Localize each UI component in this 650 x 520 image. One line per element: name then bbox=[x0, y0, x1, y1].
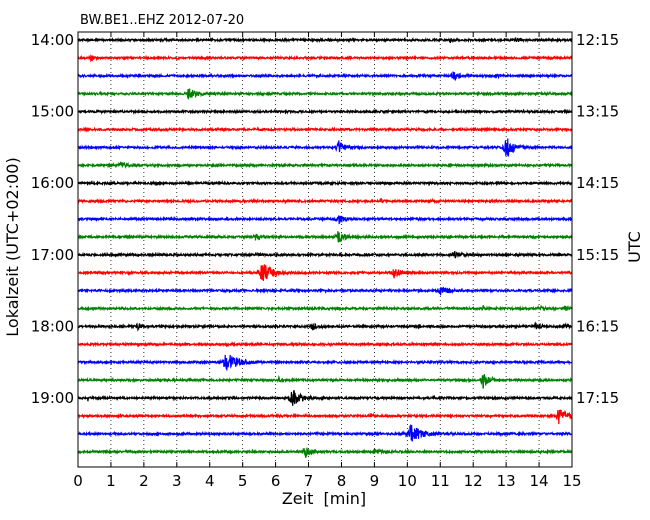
seismogram-trace bbox=[77, 138, 573, 157]
y-tick-label-right: 15:15 bbox=[576, 246, 619, 264]
y-tick-label-right: 14:15 bbox=[576, 174, 619, 192]
seismogram-trace bbox=[77, 88, 573, 100]
seismogram-trace bbox=[77, 179, 573, 187]
x-axis-label: Zeit [min] bbox=[282, 489, 366, 508]
seismogram-trace bbox=[77, 71, 573, 82]
y-tick-label-left: 18:00 bbox=[31, 317, 74, 335]
y-axis-right-ticks: 12:15 13:15 14:15 15:15 16:15 17:15 bbox=[567, 31, 619, 407]
x-tick-label: 12 bbox=[464, 472, 483, 490]
y-tick-label-left: 15:00 bbox=[31, 103, 74, 121]
seismogram-trace bbox=[77, 126, 573, 133]
y-tick-label-right: 16:15 bbox=[576, 317, 619, 335]
seismogram-trace bbox=[77, 250, 573, 259]
seismogram-trace bbox=[77, 161, 573, 169]
plot-frame bbox=[77, 31, 573, 468]
x-tick-label: 7 bbox=[304, 472, 314, 490]
x-tick-label: 1 bbox=[106, 472, 116, 490]
y-tick-label-right: 17:15 bbox=[576, 389, 619, 407]
x-tick-label: 13 bbox=[497, 472, 516, 490]
seismogram-trace bbox=[77, 197, 573, 205]
seismogram-trace bbox=[77, 264, 573, 282]
x-tick-label: 2 bbox=[139, 472, 149, 490]
y-axis-label-right: UTC bbox=[625, 231, 644, 263]
x-tick-label: 10 bbox=[398, 472, 417, 490]
axes-frame bbox=[77, 31, 573, 468]
seismogram-trace bbox=[77, 374, 573, 389]
seismogram-trace bbox=[77, 36, 573, 44]
seismogram-trace bbox=[77, 286, 573, 296]
x-tick-label: 8 bbox=[337, 472, 347, 490]
x-tick-label: 0 bbox=[73, 472, 83, 490]
seismogram-trace bbox=[77, 304, 573, 312]
x-axis-ticks: 0 1 2 3 4 5 6 7 8 9 10 11 12 13 14 15 bbox=[73, 32, 582, 490]
seismogram-trace bbox=[77, 53, 573, 63]
x-tick-label: 6 bbox=[271, 472, 281, 490]
x-tick-label: 11 bbox=[431, 472, 450, 490]
seismogram-trace bbox=[77, 231, 573, 243]
y-axis-left-ticks: 14:00 15:00 16:00 17:00 18:00 19:00 bbox=[31, 31, 83, 407]
y-tick-label-left: 17:00 bbox=[31, 246, 74, 264]
seismogram-trace bbox=[77, 409, 573, 425]
y-tick-label-right: 13:15 bbox=[576, 103, 619, 121]
trace-group bbox=[77, 36, 573, 458]
seismogram-trace bbox=[77, 108, 573, 115]
y-tick-label-right: 12:15 bbox=[576, 31, 619, 49]
x-tick-label: 3 bbox=[172, 472, 182, 490]
y-tick-label-left: 16:00 bbox=[31, 174, 74, 192]
x-tick-label: 15 bbox=[562, 472, 581, 490]
vertical-grid bbox=[110, 32, 540, 467]
x-tick-label: 14 bbox=[530, 472, 549, 490]
seismogram-trace bbox=[77, 447, 573, 458]
y-axis-label-left: Lokalzeit (UTC+02:00) bbox=[3, 157, 22, 336]
chart-title: BW.BE1..EHZ 2012-07-20 bbox=[80, 13, 244, 28]
x-tick-label: 9 bbox=[370, 472, 380, 490]
seismogram-trace bbox=[77, 215, 573, 225]
seismogram-trace bbox=[77, 354, 573, 371]
seismogram-trace bbox=[77, 341, 573, 348]
seismogram-trace bbox=[77, 389, 573, 406]
x-tick-label: 4 bbox=[205, 472, 215, 490]
x-tick-label: 5 bbox=[238, 472, 248, 490]
seismogram-trace bbox=[77, 321, 573, 332]
y-tick-label-left: 19:00 bbox=[31, 389, 74, 407]
y-tick-label-left: 14:00 bbox=[31, 31, 74, 49]
seismogram-trace bbox=[77, 423, 573, 442]
